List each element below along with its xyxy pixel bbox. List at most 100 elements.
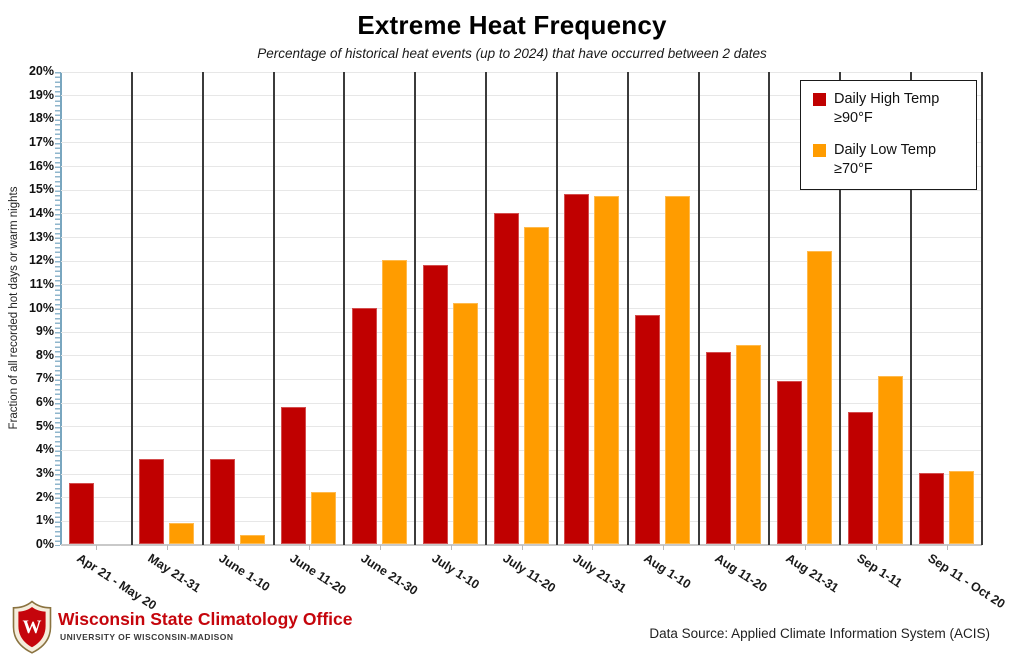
gridline-18pct	[61, 118, 982, 120]
x-tick-label: July 1-10	[429, 551, 482, 592]
y-tick-label: 19%	[28, 87, 54, 102]
category-separator	[768, 72, 771, 545]
x-tick-label: June 1-10	[216, 551, 273, 595]
bar-high-2	[210, 458, 236, 544]
gridline-10pct	[61, 308, 982, 309]
bar-low-9	[736, 345, 762, 544]
y-axis-minor-ticks	[55, 72, 60, 546]
y-tick-label: 4%	[35, 442, 54, 457]
x-axis-tick	[946, 545, 948, 550]
y-tick-label: 9%	[35, 324, 54, 339]
bar-low-10	[806, 250, 832, 544]
x-axis-line	[61, 544, 982, 546]
legend-label-daily-high: Daily High Temp ≥90°F	[834, 91, 940, 126]
gridline-16pct	[61, 166, 982, 168]
bar-high-0	[68, 482, 94, 544]
bar-high-8	[635, 314, 661, 544]
chart-subtitle: Percentage of historical heat events (up…	[257, 46, 767, 61]
bar-low-8	[665, 196, 691, 544]
category-separator	[130, 72, 133, 545]
y-tick-label: 6%	[35, 395, 54, 410]
x-tick-label: Aug 11-20	[712, 551, 770, 595]
category-separator	[201, 72, 204, 545]
y-tick-label: 18%	[28, 111, 54, 126]
x-tick-label: Sep 1-11	[854, 551, 905, 591]
category-separator	[697, 72, 700, 545]
x-axis-tick	[450, 545, 452, 550]
svg-text:W: W	[23, 617, 42, 638]
gridline-4pct	[61, 449, 982, 451]
y-tick-label: 17%	[28, 134, 54, 149]
y-tick-label: 3%	[35, 466, 54, 481]
x-tick-label: July 11-20	[499, 551, 558, 596]
gridline-9pct	[61, 331, 982, 333]
x-tick-label: July 21-31	[570, 551, 630, 596]
y-tick-label: 13%	[28, 229, 54, 244]
y-tick-label: 15%	[28, 182, 54, 197]
x-axis-tick	[734, 545, 736, 550]
legend-item-daily-low: Daily Low Temp ≥70°F	[813, 141, 966, 179]
y-tick-label: 11%	[29, 276, 54, 291]
y-tick-label: 8%	[35, 347, 54, 362]
gridline-13pct	[61, 237, 982, 239]
gridline-11pct	[61, 284, 982, 286]
bar-low-3	[311, 491, 337, 544]
bar-high-6	[493, 212, 519, 544]
bar-high-12	[918, 473, 944, 544]
gridline-1pct	[61, 520, 982, 522]
bar-high-7	[564, 193, 590, 544]
bar-high-5	[422, 264, 448, 544]
category-separator	[343, 72, 346, 545]
legend-label-daily-low: Daily Low Temp ≥70°F	[834, 141, 937, 177]
org-subtitle: UNIVERSITY OF WISCONSIN-MADISON	[60, 632, 234, 642]
uw-crest-icon: W	[12, 600, 52, 654]
legend: Daily High Temp ≥90°F Daily Low Temp ≥70…	[800, 80, 977, 191]
x-axis-tick	[308, 545, 310, 550]
y-tick-label: 1%	[35, 513, 54, 528]
data-source: Data Source: Applied Climate Information…	[649, 626, 990, 641]
y-tick-label: 5%	[35, 418, 54, 433]
category-separator	[414, 72, 417, 545]
bar-high-4	[351, 307, 377, 544]
x-tick-label: June 21-30	[358, 551, 420, 598]
y-tick-label: 16%	[28, 158, 54, 173]
bar-low-11	[877, 376, 903, 544]
category-separator	[485, 72, 488, 545]
bar-low-6	[523, 227, 549, 544]
x-axis-tick	[875, 545, 877, 550]
y-tick-label: 2%	[35, 489, 54, 504]
y-tick-label: 14%	[28, 205, 54, 220]
bar-high-9	[706, 352, 732, 544]
x-tick-label: June 11-20	[287, 551, 349, 598]
bar-low-12	[948, 470, 974, 544]
x-tick-label: Aug 1-10	[641, 551, 694, 592]
gridline-20pct	[61, 71, 982, 73]
legend-swatch-low-icon	[813, 143, 826, 157]
x-axis-tick	[804, 545, 806, 550]
x-axis-tick	[96, 545, 98, 550]
bar-high-1	[139, 458, 165, 544]
category-separator	[272, 72, 275, 545]
category-separator	[555, 72, 558, 545]
gridline-8pct	[61, 355, 982, 357]
x-axis-tick	[238, 545, 240, 550]
bar-low-5	[452, 302, 478, 544]
y-tick-label: 12%	[28, 253, 54, 268]
bar-low-1	[169, 522, 195, 544]
bar-high-10	[776, 380, 802, 544]
bar-high-11	[847, 411, 873, 544]
bar-high-3	[281, 406, 307, 544]
chart-title: Extreme Heat Frequency	[357, 10, 667, 40]
gridline-15pct	[61, 189, 982, 191]
gridline-17pct	[61, 142, 982, 144]
legend-item-daily-high: Daily High Temp ≥90°F	[813, 90, 966, 128]
gridline-19pct	[61, 95, 982, 97]
x-axis-tick	[379, 545, 381, 550]
x-axis-tick	[521, 545, 523, 550]
footer: W Wisconsin State Climatology Office UNI…	[0, 596, 1024, 655]
gridline-2pct	[61, 497, 982, 499]
org-name: Wisconsin State Climatology Office	[58, 609, 353, 629]
gridline-14pct	[61, 213, 982, 215]
bar-low-4	[381, 260, 407, 544]
